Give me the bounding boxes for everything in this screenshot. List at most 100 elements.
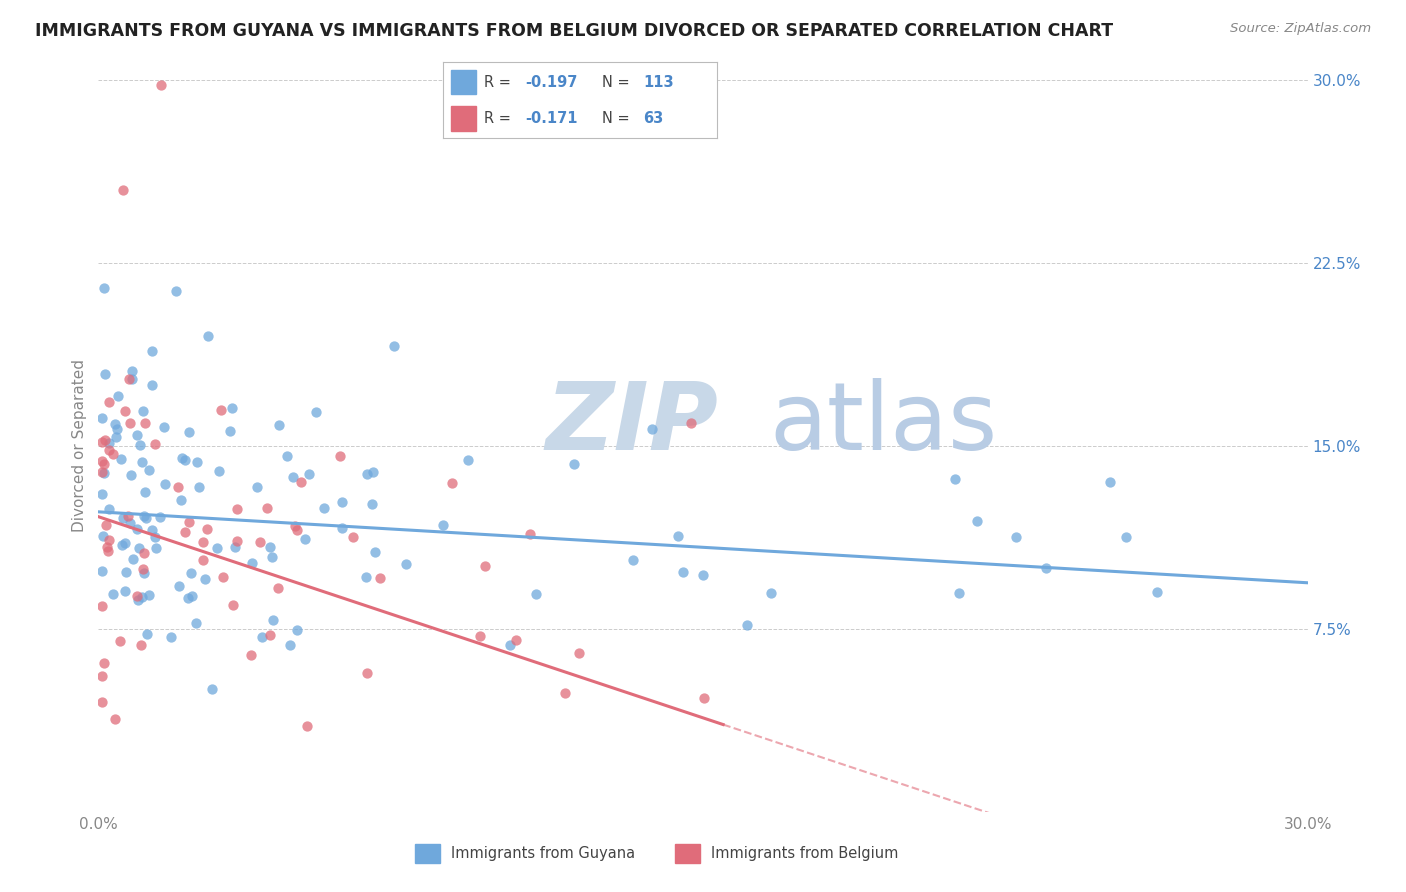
Point — [177, 591, 200, 606]
Point — [250, 630, 273, 644]
Point — [197, 329, 219, 343]
Point — [131, 590, 153, 604]
Point — [167, 579, 190, 593]
Point — [948, 586, 970, 600]
Point — [266, 581, 288, 595]
Text: Immigrants from Belgium: Immigrants from Belgium — [711, 847, 898, 861]
Text: R =: R = — [484, 111, 510, 126]
Y-axis label: Divorced or Separated: Divorced or Separated — [72, 359, 87, 533]
Point — [152, 420, 174, 434]
Point — [112, 510, 135, 524]
Text: 113: 113 — [643, 75, 673, 90]
Point — [96, 540, 118, 554]
Point — [249, 535, 271, 549]
Point — [1099, 475, 1122, 490]
Point — [262, 613, 284, 627]
Point — [208, 464, 231, 478]
Point — [240, 648, 263, 663]
Point — [246, 480, 269, 494]
Text: -0.171: -0.171 — [526, 111, 578, 126]
Point — [153, 477, 176, 491]
Point — [118, 372, 141, 386]
Point — [186, 455, 208, 469]
Point — [205, 541, 228, 555]
FancyBboxPatch shape — [451, 106, 475, 130]
Point — [222, 598, 245, 612]
Point — [149, 78, 172, 92]
Point — [94, 433, 117, 447]
Point — [432, 518, 454, 533]
Text: Immigrants from Guyana: Immigrants from Guyana — [451, 847, 636, 861]
Point — [259, 627, 281, 641]
Text: Source: ZipAtlas.com: Source: ZipAtlas.com — [1230, 22, 1371, 36]
Point — [98, 533, 121, 548]
Point — [568, 647, 591, 661]
Point — [114, 565, 136, 579]
Text: IMMIGRANTS FROM GUYANA VS IMMIGRANTS FROM BELGIUM DIVORCED OR SEPARATED CORRELAT: IMMIGRANTS FROM GUYANA VS IMMIGRANTS FRO… — [35, 22, 1114, 40]
Text: atlas: atlas — [769, 378, 998, 470]
Point — [285, 523, 308, 537]
Point — [121, 371, 143, 385]
Point — [356, 666, 378, 681]
Point — [1005, 530, 1028, 544]
Point — [297, 719, 319, 733]
Point — [93, 657, 115, 671]
Point — [285, 623, 308, 637]
Point — [186, 615, 208, 630]
Point — [330, 521, 353, 535]
Point — [91, 454, 114, 468]
Point — [114, 403, 136, 417]
Point — [104, 417, 127, 431]
Point — [111, 538, 134, 552]
Point — [134, 484, 156, 499]
Point — [256, 501, 278, 516]
Point — [132, 546, 155, 560]
Point — [269, 418, 291, 433]
Point — [226, 501, 249, 516]
Point — [174, 524, 197, 539]
Point — [382, 339, 405, 353]
Point — [170, 451, 193, 466]
Point — [284, 519, 307, 533]
Point — [735, 618, 758, 632]
Text: -0.197: -0.197 — [526, 75, 578, 90]
Point — [298, 467, 321, 481]
Point — [554, 686, 576, 700]
Point — [121, 467, 143, 482]
Point — [141, 523, 163, 537]
Point — [129, 437, 152, 451]
Point — [134, 510, 156, 524]
Point — [305, 405, 328, 419]
Point — [194, 572, 217, 586]
Point — [281, 470, 304, 484]
Point — [160, 630, 183, 644]
Point — [104, 712, 127, 726]
Point — [761, 586, 783, 600]
Point — [280, 638, 302, 652]
Point — [170, 493, 193, 508]
Point — [342, 530, 364, 544]
Point — [97, 502, 120, 516]
Point — [519, 526, 541, 541]
Point — [127, 592, 149, 607]
Point — [101, 447, 124, 461]
Point — [692, 567, 714, 582]
Point — [128, 541, 150, 555]
Point — [91, 465, 114, 479]
Text: N =: N = — [602, 75, 630, 90]
Point — [259, 540, 281, 554]
Point — [107, 389, 129, 403]
Point — [195, 522, 218, 536]
Point — [127, 427, 149, 442]
Point — [524, 587, 547, 601]
Point — [91, 487, 114, 501]
Point — [145, 541, 167, 556]
Point — [395, 558, 418, 572]
Point — [209, 403, 232, 417]
Point — [356, 570, 378, 584]
Point — [118, 416, 141, 430]
Point — [441, 476, 464, 491]
Point — [221, 401, 243, 416]
Point — [219, 424, 242, 438]
Point — [131, 454, 153, 468]
